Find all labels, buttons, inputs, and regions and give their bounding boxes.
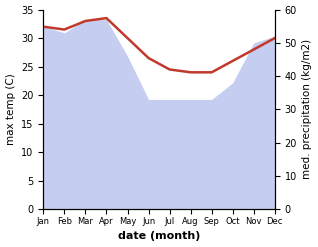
Y-axis label: med. precipitation (kg/m2): med. precipitation (kg/m2) (302, 39, 313, 180)
Y-axis label: max temp (C): max temp (C) (5, 74, 16, 145)
X-axis label: date (month): date (month) (118, 231, 200, 242)
